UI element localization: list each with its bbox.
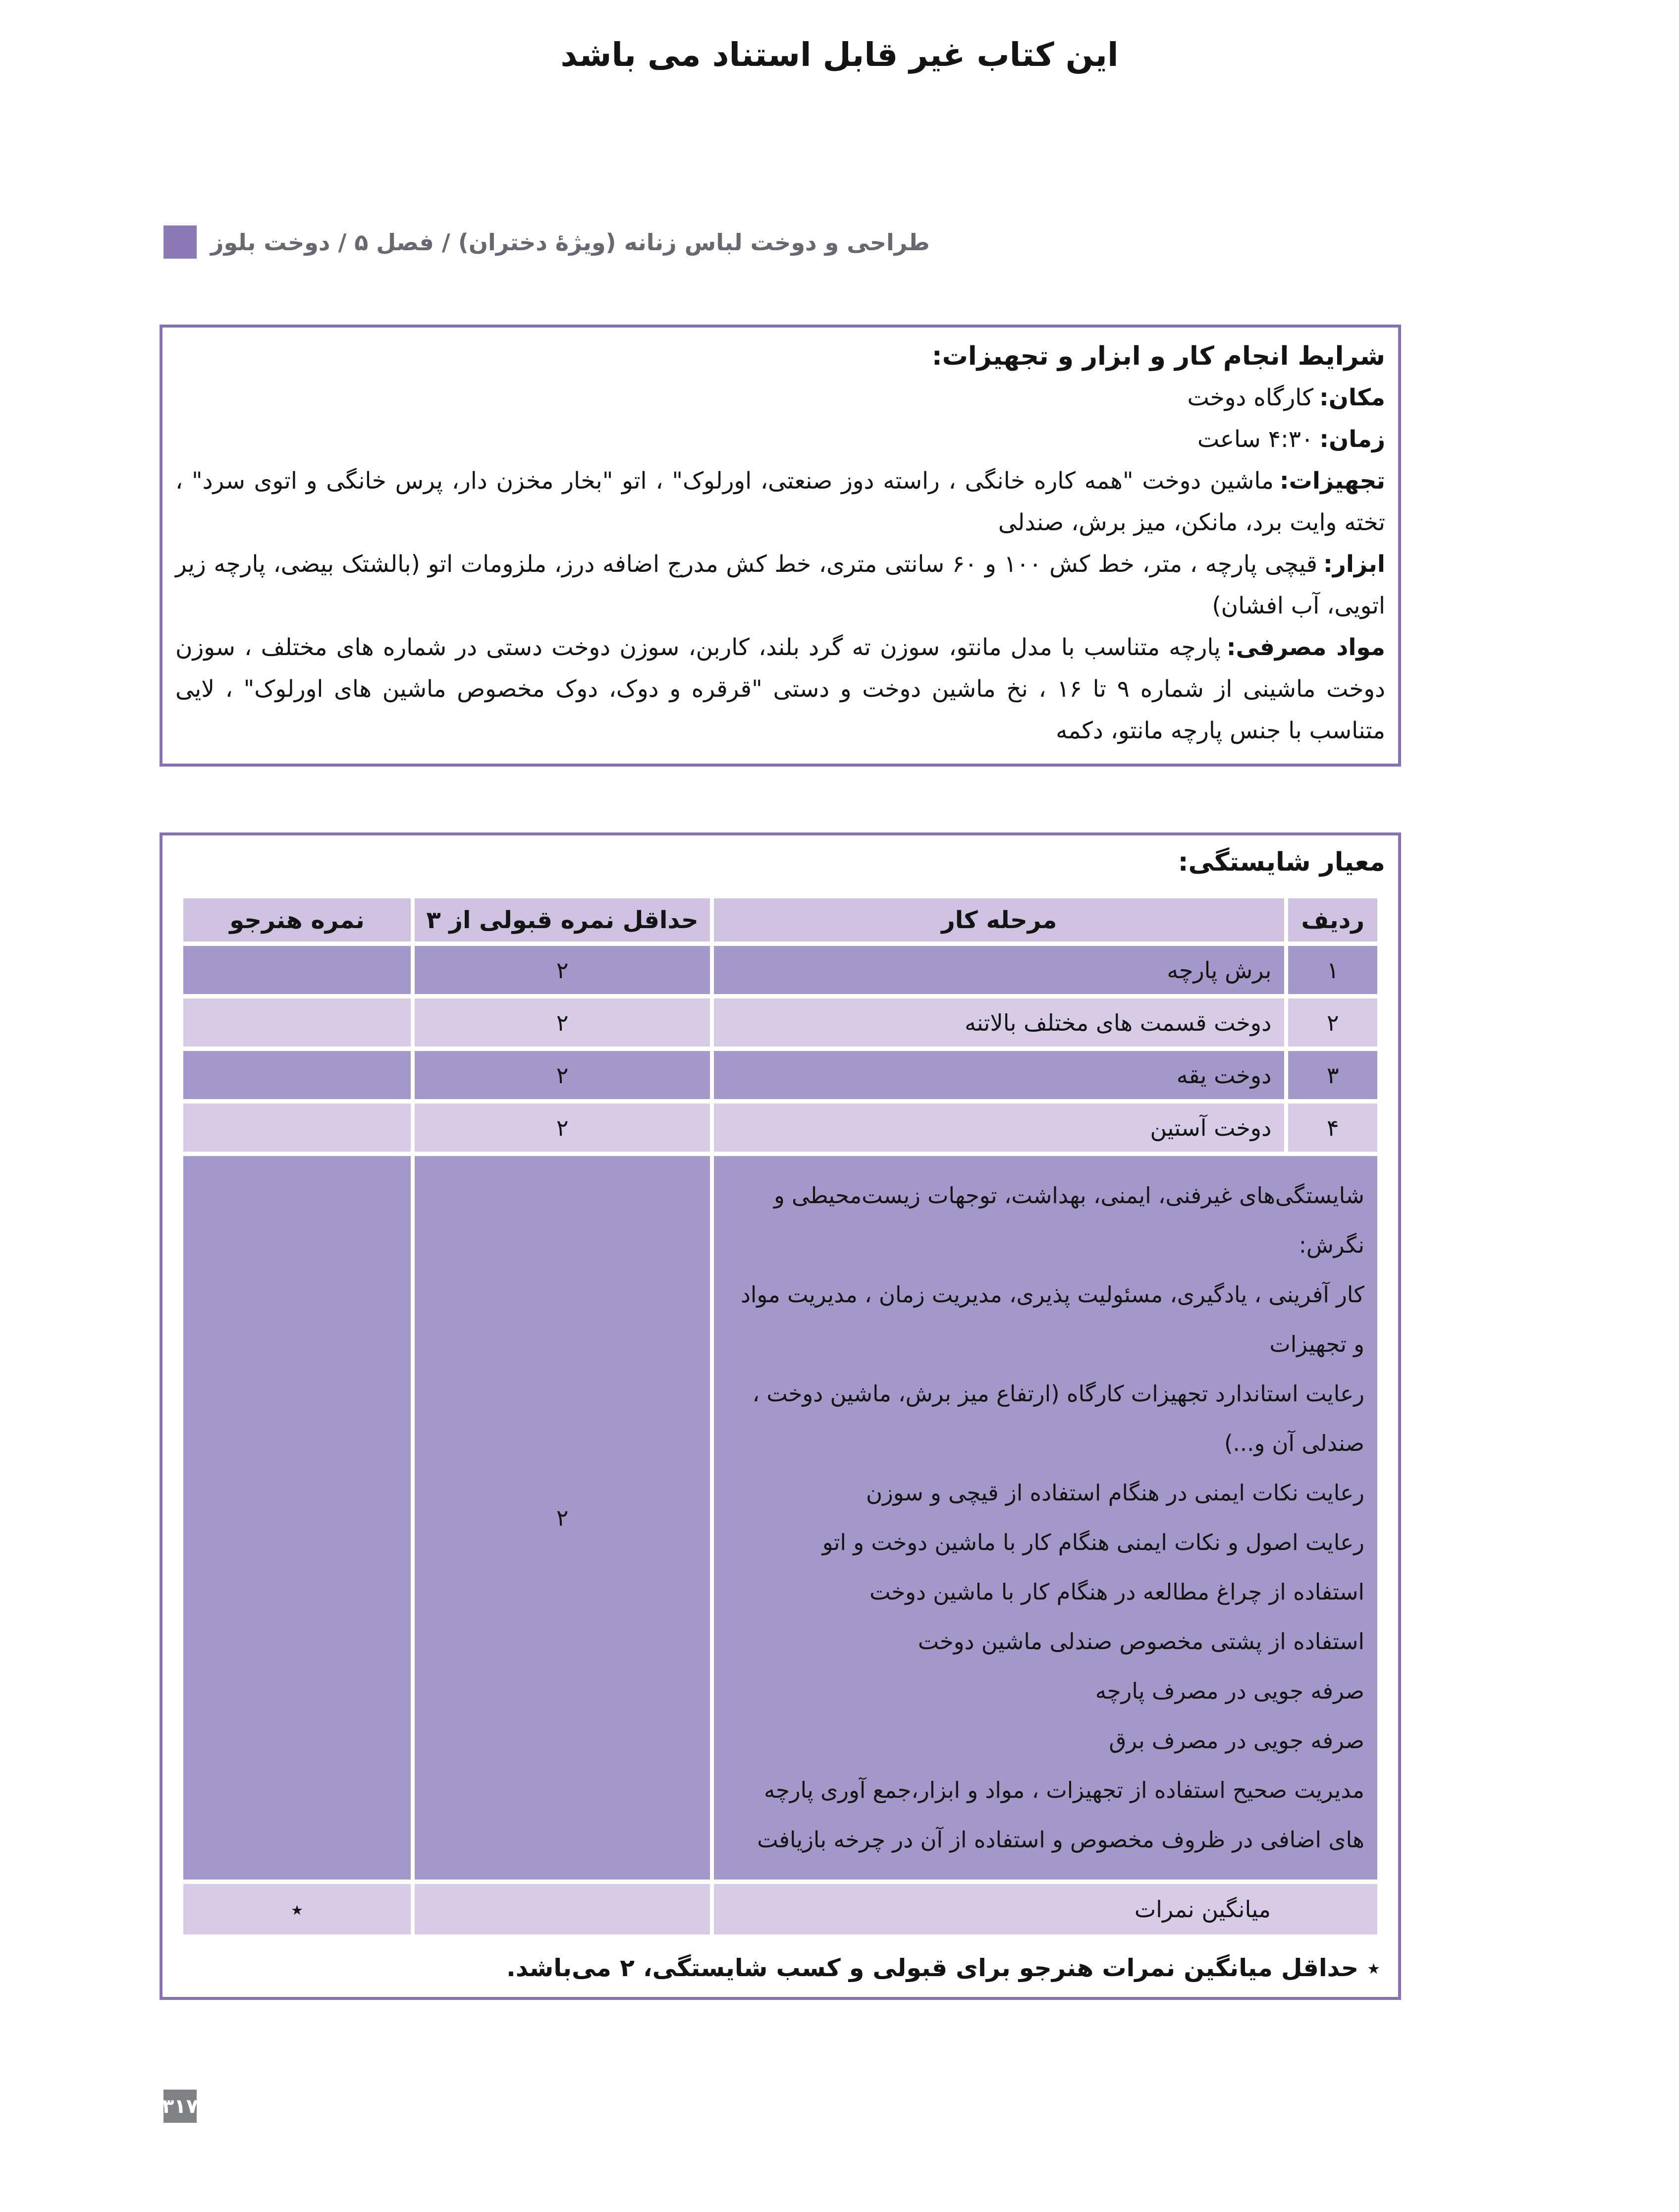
chapter-header: طراحی و دوخت لباس زنانه (ویژۀ دختران) / …: [163, 225, 930, 259]
competency-table: ردیف مرحله کار حداقل نمره قبولی از ۳ نمر…: [179, 894, 1381, 1939]
condition-item-time: زمان:۴:۳۰ ساعت: [175, 419, 1385, 460]
min-score-cell: ۲: [415, 1156, 710, 1880]
soft-skill-line: صرفه جویی در مصرف پارچه: [1095, 1678, 1364, 1704]
row-number-cell: ۲: [1288, 998, 1377, 1047]
soft-skill-line: صرفه جویی در مصرف برق: [1109, 1727, 1364, 1754]
competency-title: معیار شایستگی:: [1178, 847, 1385, 877]
page-number-badge: ۳۱۷: [162, 2090, 198, 2123]
student-score-cell: [183, 1104, 411, 1152]
stage-cell: دوخت آستین: [713, 1104, 1285, 1152]
soft-skill-line: کار آفرینی ، یادگیری، مسئولیت پذیری، مدی…: [740, 1281, 1364, 1357]
min-score-cell: ۲: [415, 998, 710, 1047]
table-row: ۲ دوخت قسمت های مختلف بالاتنه ۲: [183, 998, 1377, 1047]
footnote: ٭ حداقل میانگین نمرات هنرجو برای قبولی و…: [506, 1954, 1380, 1982]
row-number-cell: ۴: [1288, 1104, 1377, 1152]
condition-text: پارچه متناسب با مدل مانتو، سوزن ته گرد ب…: [175, 634, 1385, 744]
condition-label: تجهیزات:: [1279, 467, 1385, 495]
competency-box: معیار شایستگی: ردیف مرحله کار حداقل نمره…: [160, 832, 1401, 2000]
row-number-cell: ۳: [1288, 1051, 1377, 1099]
soft-skill-line: شایستگی‌های غیرفنی، ایمنی، بهداشت، توجها…: [774, 1182, 1364, 1258]
student-score-cell: [183, 1156, 411, 1880]
table-header-row: ردیف مرحله کار حداقل نمره قبولی از ۳ نمر…: [183, 898, 1377, 941]
conditions-box: شرایط انجام کار و ابزار و تجهیزات: مکان:…: [160, 325, 1401, 767]
soft-skill-line: استفاده از چراغ مطالعه در هنگام کار با م…: [869, 1579, 1364, 1605]
condition-item-equipment: تجهیزات:ماشین دوخت "همه کاره خانگی ، راس…: [175, 460, 1385, 544]
header-cell-student-score: نمره هنرجو: [183, 898, 411, 941]
table-row: ۱ برش پارچه ۲: [183, 946, 1377, 994]
row-number-cell: ۱: [1288, 946, 1377, 994]
soft-skills-row: شایستگی‌های غیرفنی، ایمنی، بهداشت، توجها…: [183, 1156, 1377, 1880]
header-cell-stage: مرحله کار: [713, 898, 1285, 941]
soft-skill-line: مدیریت صحیح استفاده از تجهیزات ، مواد و …: [757, 1777, 1364, 1853]
soft-skill-line: رعایت اصول و نکات ایمنی هنگام کار با ماش…: [822, 1529, 1364, 1555]
condition-text: قیچی پارچه ، متر، خط کش ۱۰۰ و ۶۰ سانتی م…: [175, 551, 1385, 619]
condition-text: کارگاه دوخت: [1187, 384, 1313, 411]
min-score-cell: ۲: [415, 946, 710, 994]
condition-item-consumables: مواد مصرفی:پارچه متناسب با مدل مانتو، سو…: [175, 627, 1385, 752]
stage-cell: دوخت قسمت های مختلف بالاتنه: [713, 998, 1285, 1047]
student-score-cell: [183, 946, 411, 994]
min-score-cell: ۲: [415, 1051, 710, 1099]
student-score-cell: [183, 1051, 411, 1099]
chapter-title: طراحی و دوخت لباس زنانه (ویژۀ دختران) / …: [211, 228, 930, 256]
condition-text: ماشین دوخت "همه کاره خانگی ، راسته دوز ص…: [175, 467, 1385, 536]
condition-item-location: مکان:کارگاه دوخت: [175, 377, 1385, 419]
stage-cell: برش پارچه: [713, 946, 1285, 994]
condition-label: ابزار:: [1323, 551, 1385, 578]
condition-label: زمان:: [1319, 426, 1385, 453]
soft-skill-line: رعایت نکات ایمنی در هنگام استفاده از قیچ…: [866, 1480, 1364, 1506]
min-score-cell: [415, 1884, 710, 1935]
soft-skill-line: رعایت استاندارد تجهیزات کارگاه (ارتفاع م…: [752, 1381, 1364, 1456]
average-label-cell: میانگین نمرات: [713, 1884, 1377, 1935]
asterisk-mark: ٭: [183, 1884, 411, 1935]
conditions-title: شرایط انجام کار و ابزار و تجهیزات:: [931, 341, 1385, 371]
table-row: ۳ دوخت یقه ۲: [183, 1051, 1377, 1099]
condition-label: مواد مصرفی:: [1226, 634, 1385, 661]
condition-label: مکان:: [1319, 384, 1385, 411]
stage-cell: دوخت یقه: [713, 1051, 1285, 1099]
average-row: میانگین نمرات ٭: [183, 1884, 1377, 1935]
chapter-color-square: [163, 225, 197, 259]
min-score-cell: ۲: [415, 1104, 710, 1152]
header-cell-min-score: حداقل نمره قبولی از ۳: [415, 898, 710, 941]
condition-item-tools: ابزار:قیچی پارچه ، متر، خط کش ۱۰۰ و ۶۰ س…: [175, 544, 1385, 627]
soft-skills-cell: شایستگی‌های غیرفنی، ایمنی، بهداشت، توجها…: [713, 1156, 1377, 1880]
header-cell-row-number: ردیف: [1288, 898, 1377, 941]
student-score-cell: [183, 998, 411, 1047]
watermark-text: این کتاب غیر قابل استناد می باشد: [560, 36, 1119, 74]
condition-text: ۴:۳۰ ساعت: [1197, 426, 1314, 453]
table-row: ۴ دوخت آستین ۲: [183, 1104, 1377, 1152]
soft-skill-line: استفاده از پشتی مخصوص صندلی ماشین دوخت: [918, 1628, 1364, 1655]
